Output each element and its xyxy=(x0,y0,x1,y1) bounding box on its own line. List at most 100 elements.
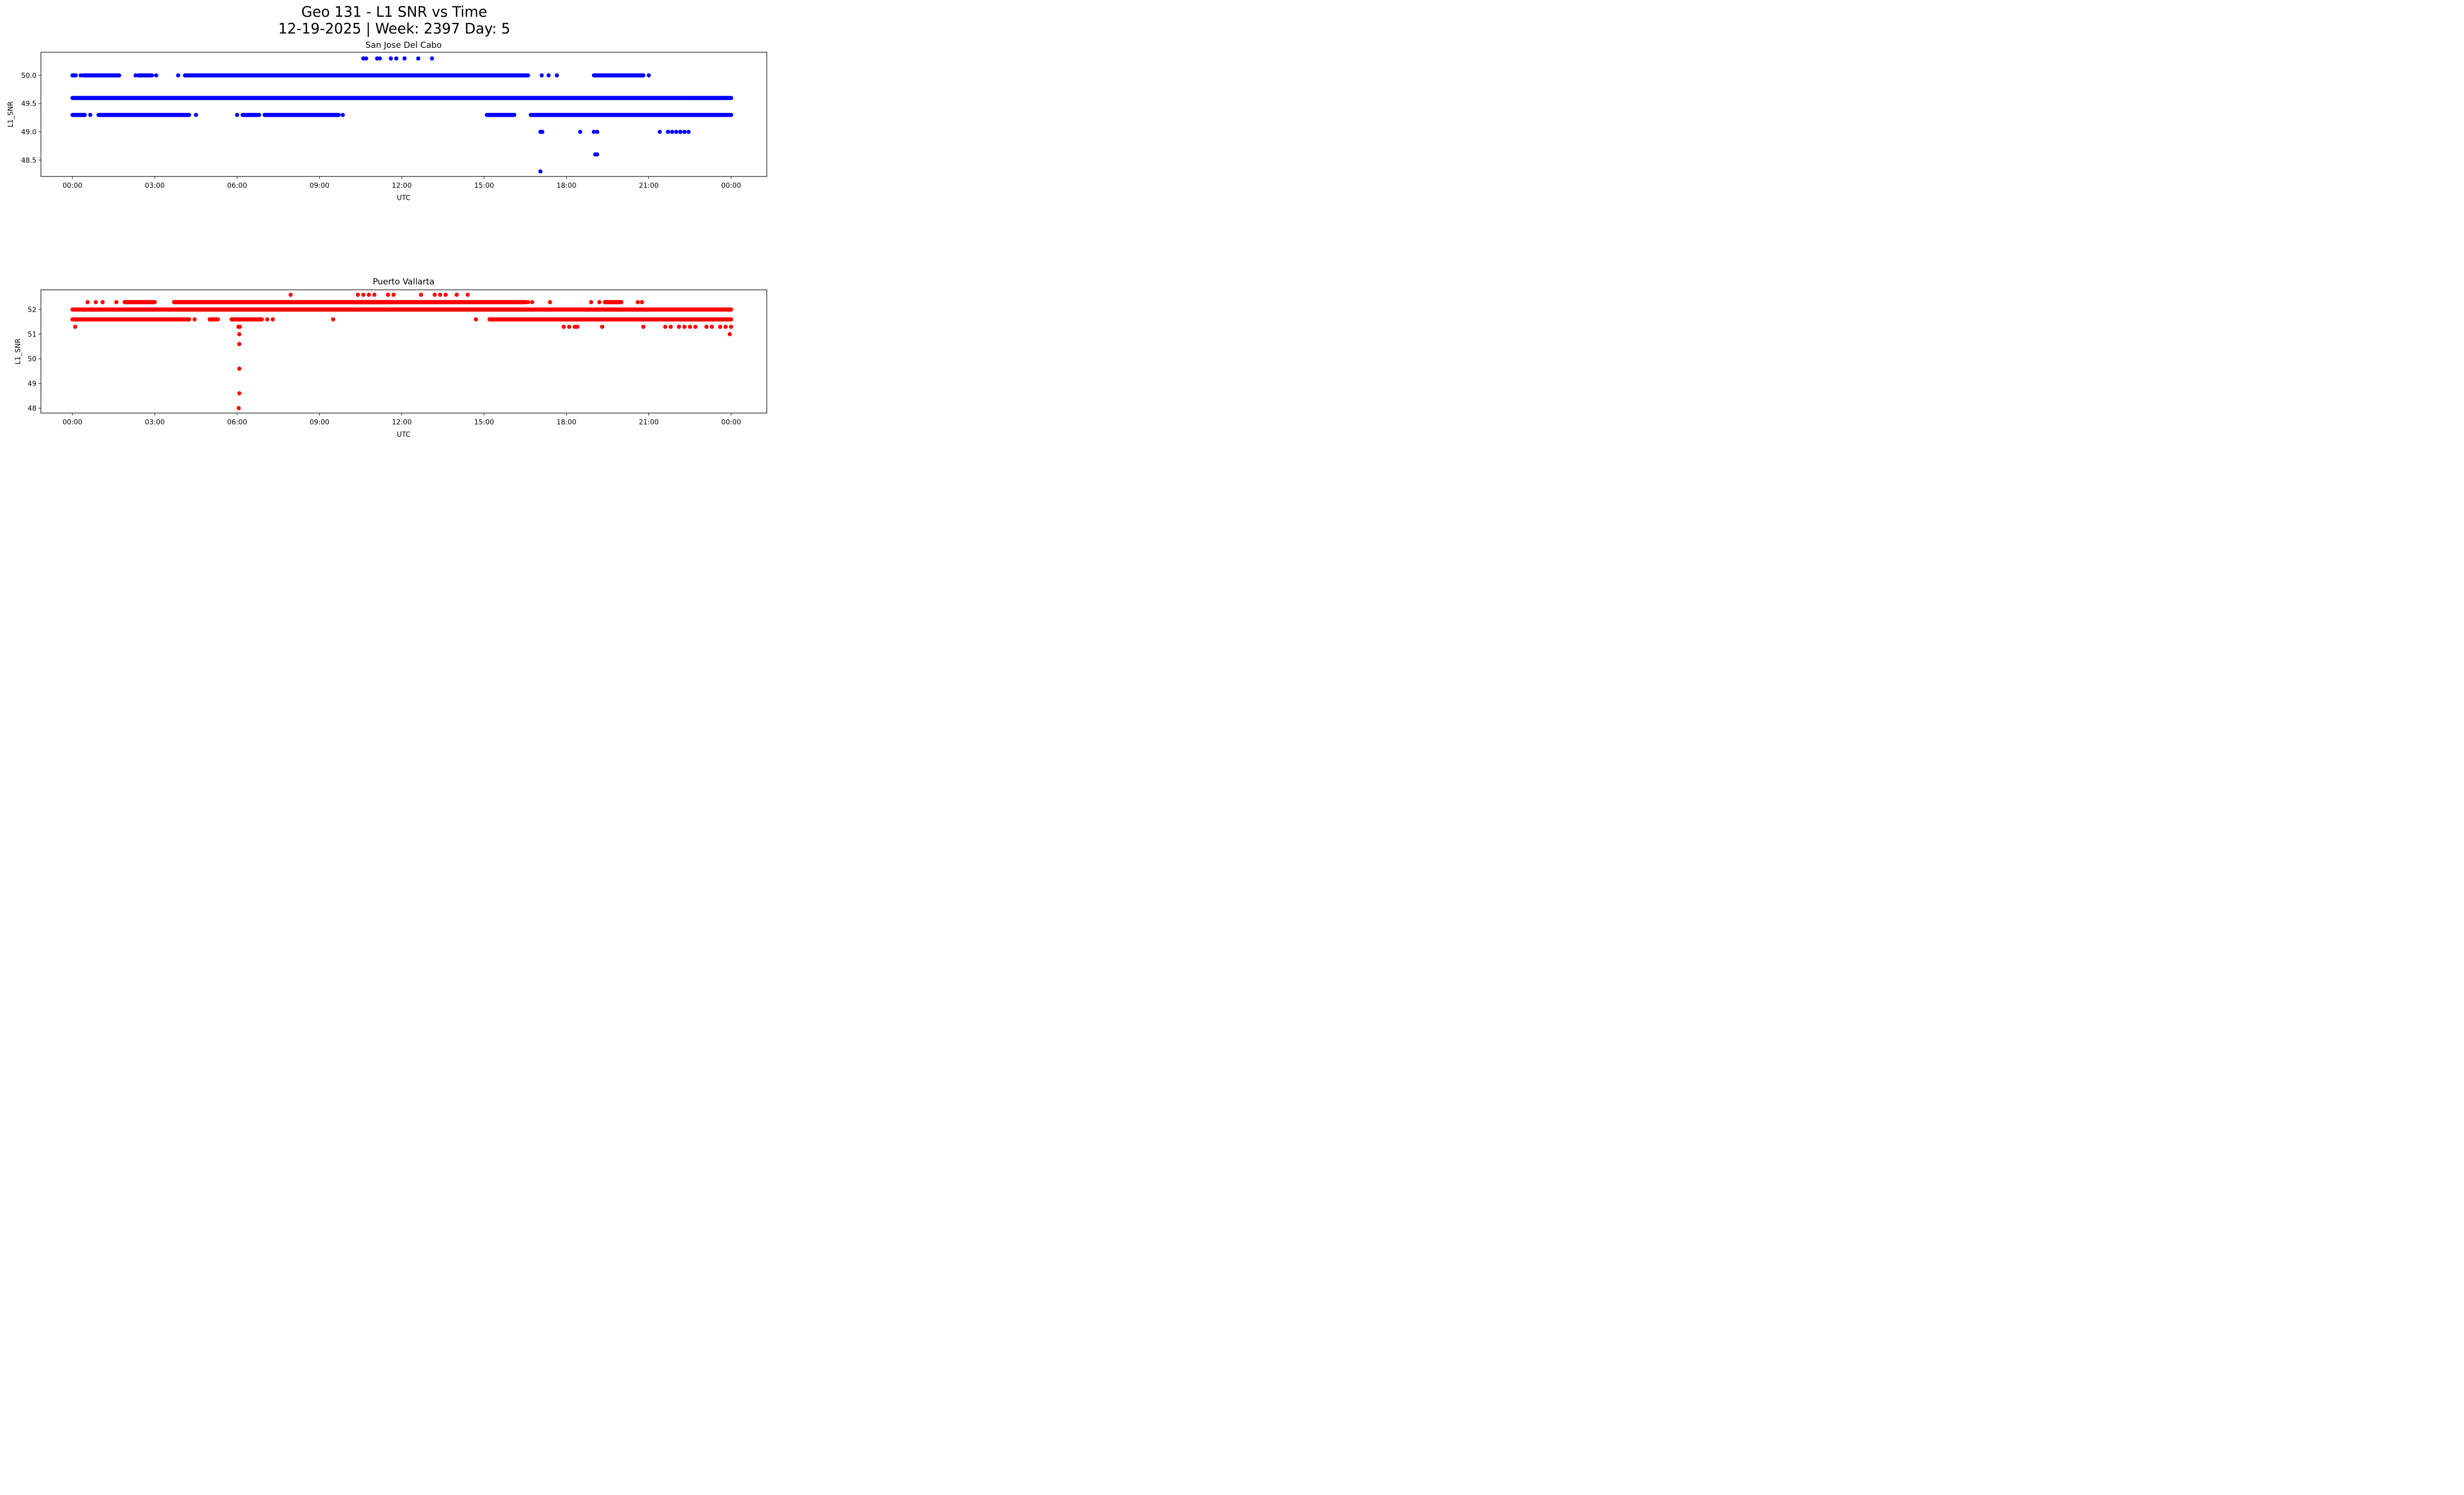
x-tick-label: 03:00 xyxy=(145,182,165,190)
x-tick-label: 09:00 xyxy=(309,182,329,190)
x-tick-label: 21:00 xyxy=(639,418,658,426)
x-tick-label: 12:00 xyxy=(392,418,411,426)
data-point xyxy=(454,292,459,297)
data-point xyxy=(388,56,393,61)
data-point xyxy=(341,112,345,117)
x-tick-label: 06:00 xyxy=(227,418,247,426)
data-point xyxy=(377,56,382,61)
data-point xyxy=(575,324,580,329)
figure-title-line1: Geo 131 - L1 SNR vs Time xyxy=(301,3,487,20)
y-tick-label: 49.5 xyxy=(21,100,36,108)
data-point xyxy=(419,292,423,297)
data-point xyxy=(540,73,544,78)
data-point xyxy=(578,130,582,134)
data-point xyxy=(540,130,545,134)
data-point xyxy=(554,73,559,78)
data-point xyxy=(548,300,552,305)
y-tick-label: 49.0 xyxy=(21,129,36,137)
data-point xyxy=(416,56,420,61)
data-point xyxy=(154,73,159,78)
x-axis-label: UTC xyxy=(397,431,411,439)
x-tick-label: 03:00 xyxy=(145,418,165,426)
data-point xyxy=(78,73,83,78)
y-tick-label: 48.5 xyxy=(21,157,36,165)
data-point xyxy=(235,112,240,117)
data-point xyxy=(561,324,566,329)
data-point xyxy=(394,56,399,61)
data-point xyxy=(657,130,662,134)
data-point xyxy=(710,324,714,329)
data-point xyxy=(682,130,687,134)
data-point xyxy=(237,332,241,337)
y-tick-label: 48 xyxy=(28,405,36,413)
data-point xyxy=(94,300,98,305)
data-point xyxy=(674,130,679,134)
data-point xyxy=(640,300,644,305)
data-point xyxy=(237,342,241,347)
data-point xyxy=(386,292,390,297)
data-point xyxy=(727,332,732,337)
data-point xyxy=(641,324,646,329)
data-point xyxy=(591,130,596,134)
data-point xyxy=(704,324,709,329)
figure-title-line2: 12-19-2025 | Week: 2397 Day: 5 xyxy=(278,20,511,37)
data-point xyxy=(686,130,691,134)
y-axis-label: L1_SNR xyxy=(7,101,15,127)
data-point xyxy=(176,73,180,78)
data-point xyxy=(331,317,336,322)
x-tick-label: 15:00 xyxy=(474,418,494,426)
data-point xyxy=(444,292,448,297)
data-point xyxy=(693,324,698,329)
data-point xyxy=(288,292,293,297)
data-point xyxy=(361,292,366,297)
data-point xyxy=(367,292,371,297)
data-point xyxy=(192,317,197,322)
data-point xyxy=(677,324,681,329)
data-point xyxy=(723,324,728,329)
data-point xyxy=(271,317,275,322)
x-tick-label: 06:00 xyxy=(227,182,247,190)
data-point xyxy=(687,324,692,329)
data-point xyxy=(663,324,668,329)
data-point xyxy=(530,300,535,305)
data-point xyxy=(666,130,670,134)
data-point xyxy=(73,324,77,329)
y-tick-label: 51 xyxy=(28,331,36,339)
x-tick-label: 15:00 xyxy=(474,182,494,190)
data-point xyxy=(432,292,437,297)
data-point xyxy=(729,324,733,329)
y-tick-label: 52 xyxy=(28,306,36,314)
data-point xyxy=(430,56,434,61)
data-point xyxy=(356,292,360,297)
data-point xyxy=(682,324,687,329)
x-tick-label: 18:00 xyxy=(556,182,576,190)
data-point xyxy=(647,73,651,78)
x-tick-label: 09:00 xyxy=(309,418,329,426)
data-point xyxy=(237,406,241,411)
data-point xyxy=(474,317,478,322)
data-point xyxy=(600,324,605,329)
data-point xyxy=(595,152,600,157)
data-point xyxy=(438,292,443,297)
axes-puerto-vallarta: Puerto Vallarta 00:00 03:00 06:00 09:00 12:0… xyxy=(14,277,767,439)
data-point xyxy=(237,391,241,396)
data-point xyxy=(595,130,600,134)
axes-title: San Jose Del Cabo xyxy=(366,40,442,50)
data-point xyxy=(171,300,176,305)
y-tick-label: 50.0 xyxy=(21,72,36,80)
data-point xyxy=(597,300,602,305)
y-tick-label: 50 xyxy=(28,355,36,363)
data-point xyxy=(372,292,376,297)
figure: Geo 131 - L1 SNR vs Time 12-19-2025 | We… xyxy=(7,3,767,439)
axes-frame xyxy=(40,289,767,414)
data-point xyxy=(85,300,90,305)
data-point xyxy=(194,112,198,117)
axes-san-jose-del-cabo: San Jose Del Cabo 00:00 03:00 06:00 09:00 12… xyxy=(7,40,767,202)
data-point xyxy=(718,324,722,329)
x-tick-label: 00:00 xyxy=(721,418,741,426)
x-axis-label: UTC xyxy=(397,194,411,202)
x-tick-label: 21:00 xyxy=(639,182,658,190)
axes-title: Puerto Vallarta xyxy=(373,277,434,287)
data-point xyxy=(88,112,93,117)
data-point xyxy=(547,73,551,78)
